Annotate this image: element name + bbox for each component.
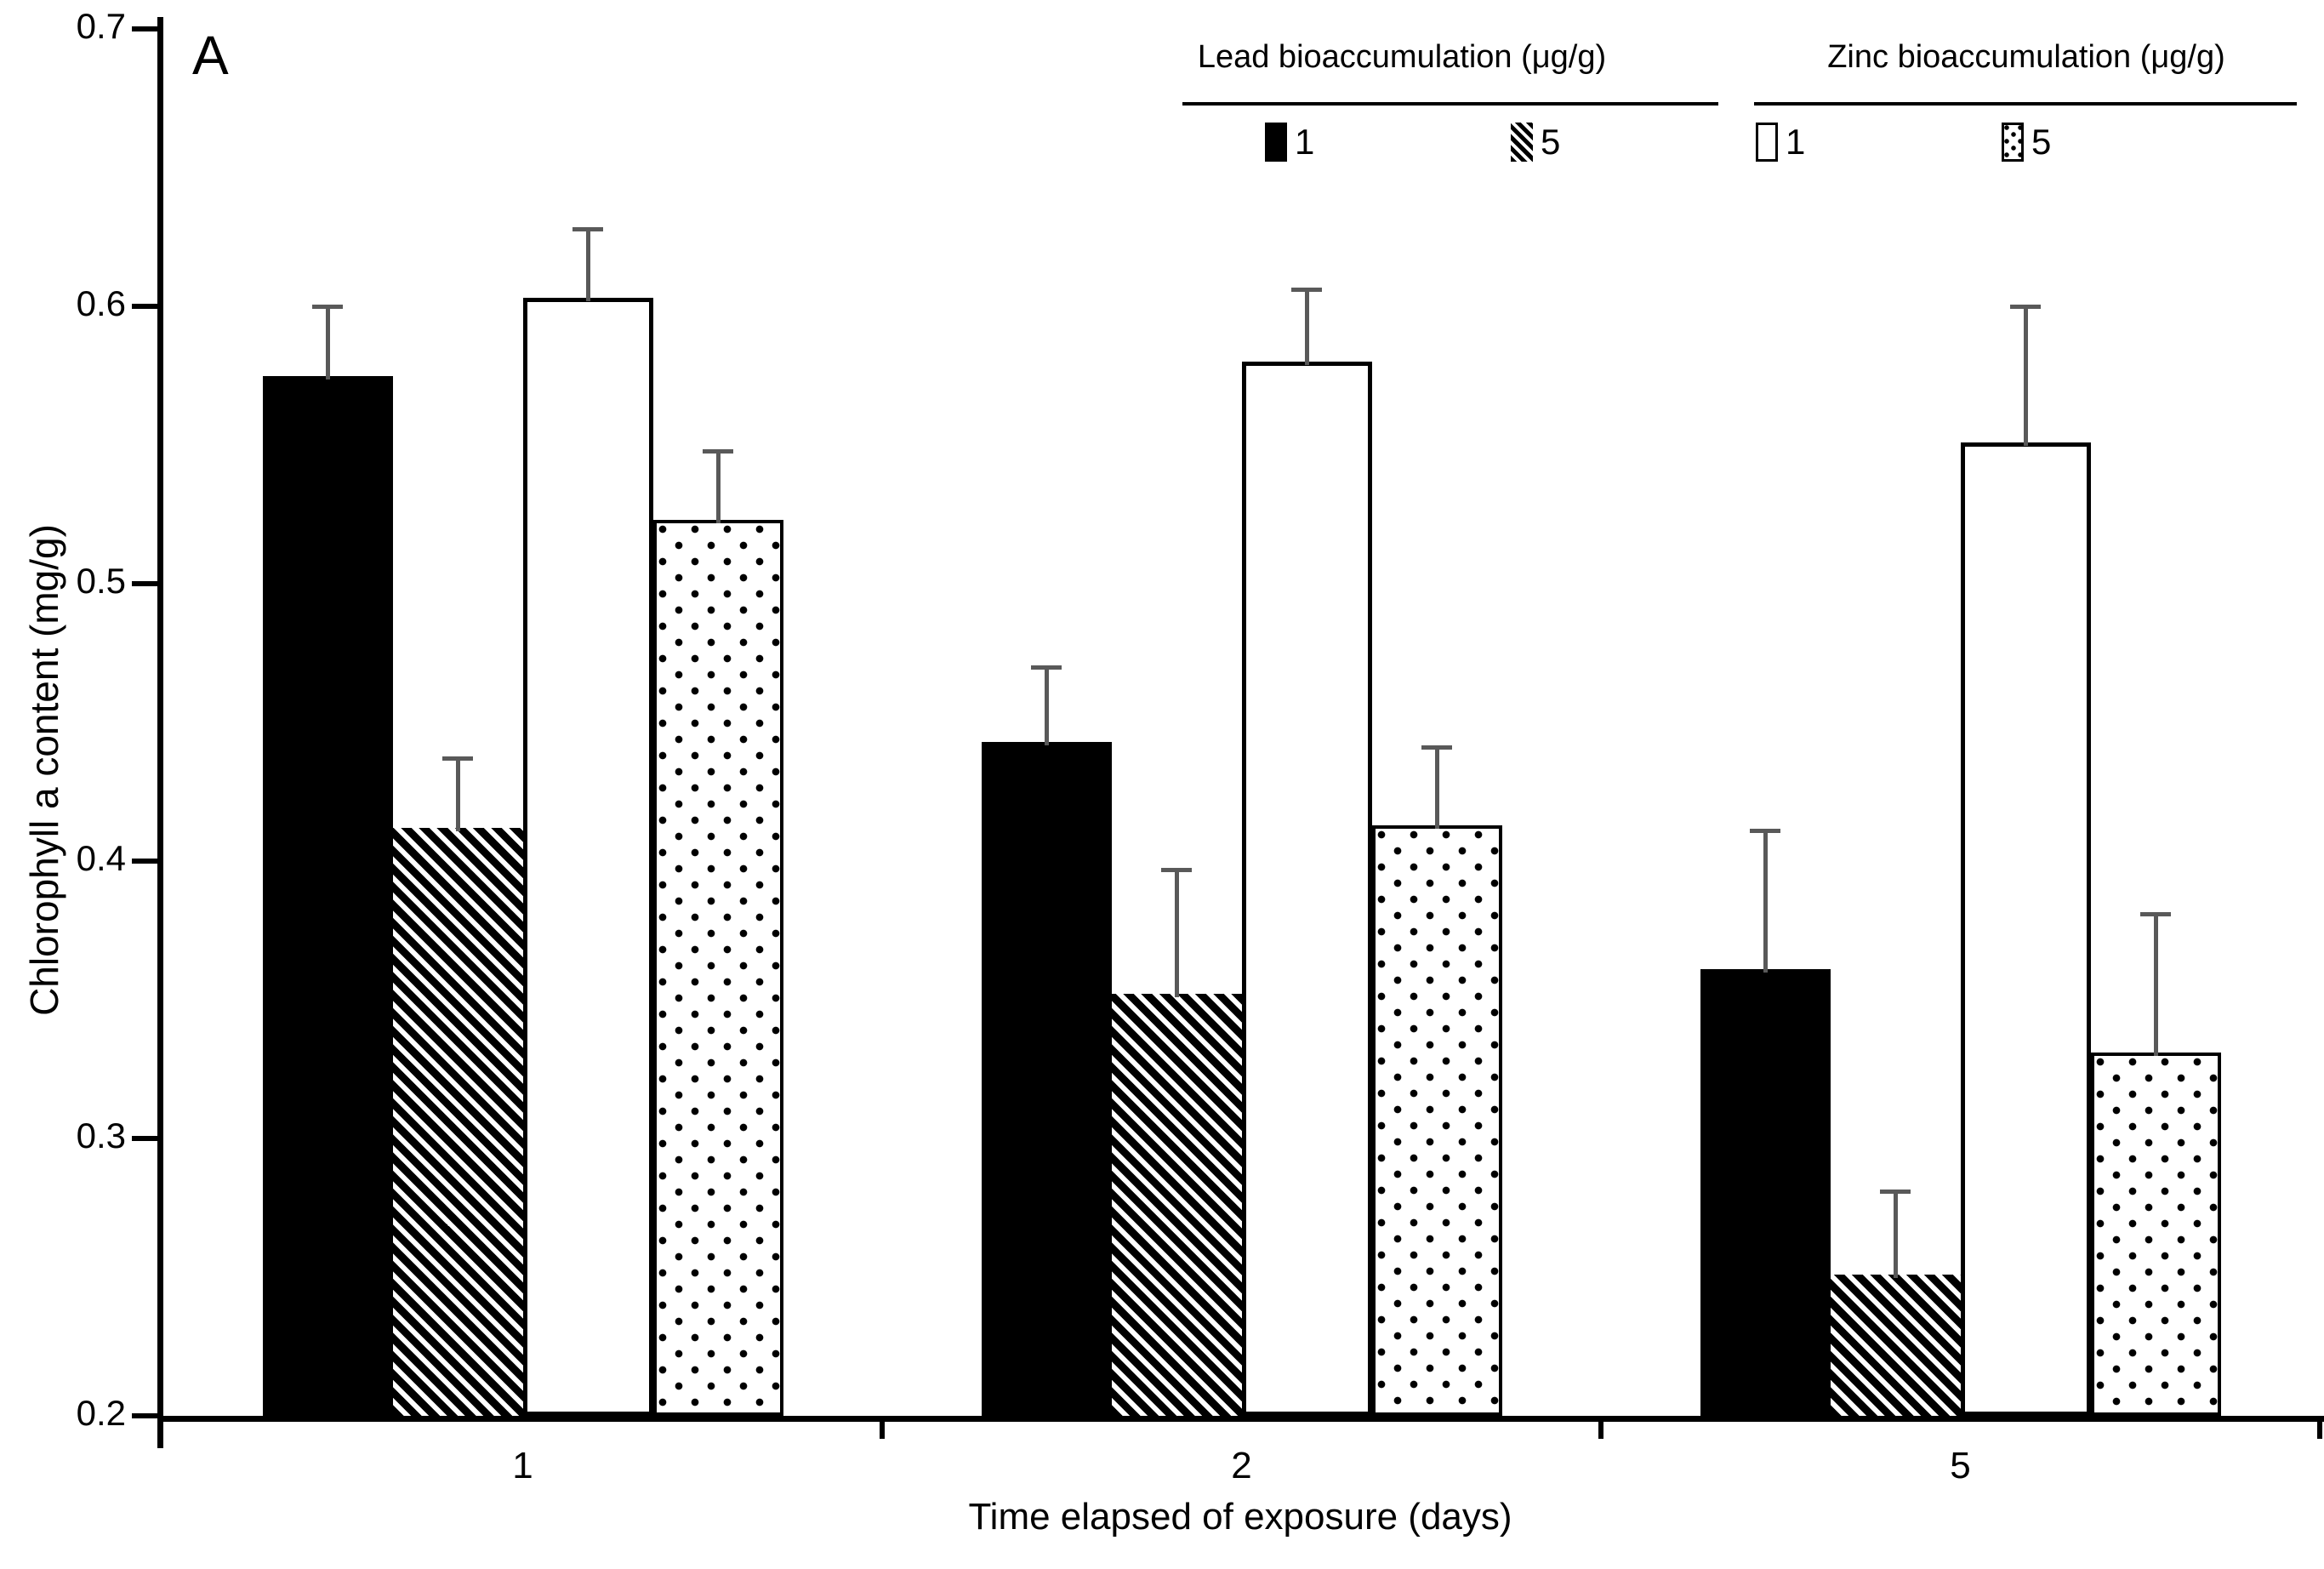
bar [1241,362,1372,1416]
y-tick [132,581,157,586]
error-bar-cap [2010,305,2041,309]
legend-item-label: 1 [1295,122,1315,162]
legend-item-lead-1: 1 [1265,123,1314,162]
legend-item-label: 1 [1786,122,1806,162]
error-bar [2023,306,2028,446]
y-tick [132,304,157,309]
error-bar [1434,747,1439,829]
error-bar [2153,913,2158,1056]
error-bar-cap [1161,867,1192,872]
error-bar-cap [2140,911,2171,916]
legend-item-lead-5: 5 [1511,123,1560,162]
bar [522,298,653,1416]
error-bar-cap [1880,1189,1911,1194]
legend-item-label: 5 [2031,122,2052,162]
bar [1960,442,2091,1416]
bar [392,827,523,1416]
error-bar [585,228,590,302]
legend-item-zinc-5: 5 [2002,123,2051,162]
x-tick [880,1422,885,1439]
bar [1111,994,1242,1416]
y-tick-label: 0.7 [76,6,126,46]
x-tick [2317,1422,2322,1439]
error-bar [1044,666,1049,745]
dotted-swatch-icon [2002,123,2024,162]
error-bar [1174,869,1179,998]
y-tick-label: 0.3 [76,1115,126,1155]
error-bar-cap [312,305,343,309]
x-axis-title: Time elapsed of exposure (days) [968,1496,1512,1538]
error-bar-cap [1031,665,1062,670]
diagonal-hatch-swatch-icon [1511,123,1533,162]
y-tick [132,1413,157,1418]
category-label: 1 [512,1445,533,1486]
error-bar-cap [442,756,473,762]
error-bar [455,758,460,831]
error-bar-cap [1421,745,1452,750]
bar [981,741,1112,1416]
y-axis-line [157,17,163,1448]
x-axis-line [157,1416,2324,1422]
error-bar [1304,289,1309,366]
y-tick-label: 0.2 [76,1393,126,1433]
legend-group-zinc-title: Zinc bioaccumulation (μg/g) [1827,39,2225,75]
y-tick-label: 0.5 [76,561,126,601]
error-bar [1893,1190,1898,1278]
white-swatch-icon [1756,123,1778,162]
y-tick [132,859,157,864]
bar [2090,1052,2221,1416]
error-bar [715,450,721,524]
bar [1700,969,1831,1416]
x-tick [1598,1422,1603,1439]
error-bar [325,306,330,379]
legend-item-zinc-1: 1 [1756,123,1805,162]
error-bar-cap [1750,829,1780,834]
category-label: 2 [1231,1445,1252,1486]
error-bar [1763,830,1768,973]
legend-group-zinc-underline [1754,102,2297,106]
error-bar-cap [1291,288,1322,293]
bar [1371,824,1502,1416]
y-tick [132,26,157,31]
y-tick [132,1136,157,1141]
error-bar-cap [703,448,733,454]
bar [652,520,783,1416]
panel-label: A [192,25,229,86]
bar [262,375,393,1416]
legend-group-lead-title: Lead bioaccumulation (μg/g) [1197,39,1607,75]
bar [1830,1274,1961,1416]
error-bar-cap [572,226,603,231]
solid-black-swatch-icon [1265,123,1287,162]
legend-item-label: 5 [1541,122,1561,162]
category-label: 5 [1950,1445,1971,1486]
legend-group-lead-underline [1182,102,1718,106]
y-tick-label: 0.6 [76,283,126,323]
y-tick-label: 0.4 [76,838,126,878]
